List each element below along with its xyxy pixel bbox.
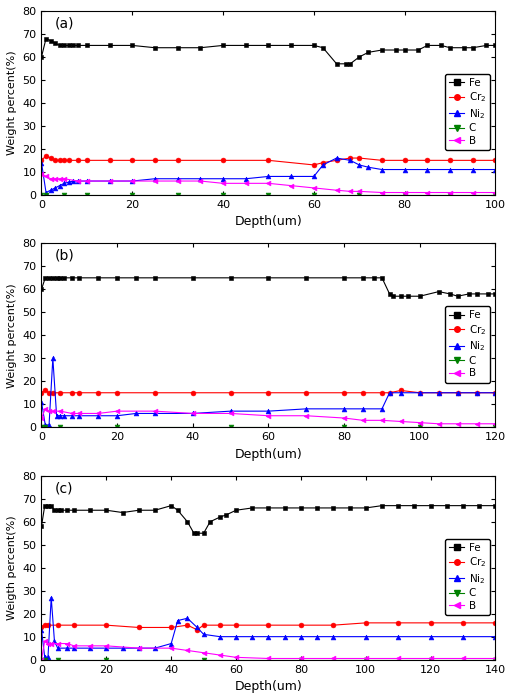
X-axis label: Depth(um): Depth(um)	[234, 215, 302, 228]
X-axis label: Depth(um): Depth(um)	[234, 680, 302, 693]
Y-axis label: Weight percent(%): Weight percent(%)	[7, 50, 17, 155]
Text: (b): (b)	[55, 249, 75, 263]
Text: (a): (a)	[55, 17, 74, 31]
Legend: Fe, Cr$_2$, Ni$_2$, C, B: Fe, Cr$_2$, Ni$_2$, C, B	[445, 307, 490, 383]
Text: (c): (c)	[55, 482, 73, 496]
Legend: Fe, Cr$_2$, Ni$_2$, C, B: Fe, Cr$_2$, Ni$_2$, C, B	[445, 74, 490, 150]
Y-axis label: Weight percent(%): Weight percent(%)	[7, 283, 17, 388]
Legend: Fe, Cr$_2$, Ni$_2$, C, B: Fe, Cr$_2$, Ni$_2$, C, B	[445, 539, 490, 615]
X-axis label: Depth(um): Depth(um)	[234, 447, 302, 461]
Y-axis label: Weigth percent(%): Weigth percent(%)	[7, 515, 17, 620]
